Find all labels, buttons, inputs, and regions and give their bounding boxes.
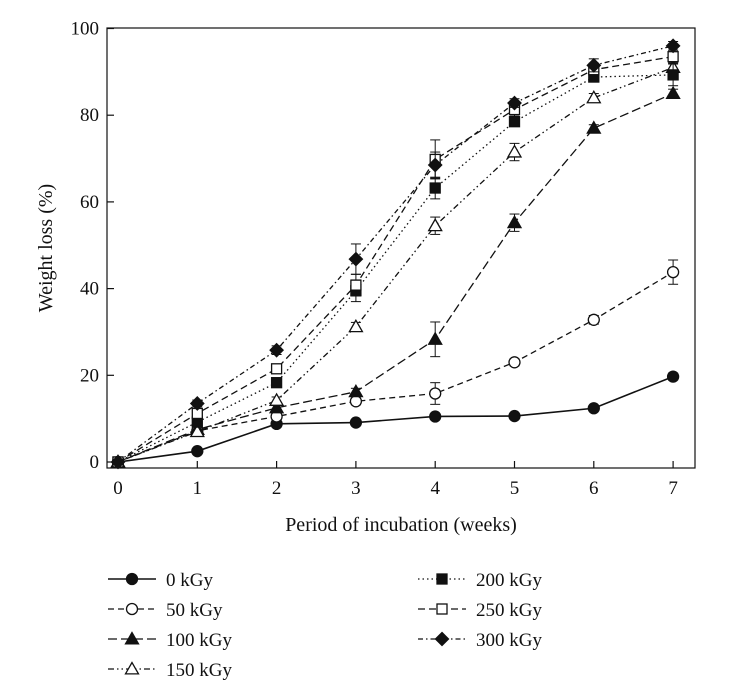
series-300-kgy [110, 38, 681, 470]
data-point [191, 445, 204, 458]
data-point [348, 383, 364, 398]
plot-frame [106, 27, 696, 469]
legend-marker [125, 572, 139, 586]
data-point [665, 85, 681, 100]
data-point [506, 214, 523, 229]
data-point [667, 69, 679, 81]
series-layer [110, 38, 681, 470]
legend-item: 200 kGy [418, 570, 542, 591]
data-point [506, 144, 523, 158]
data-point [427, 331, 443, 345]
legend-item: 0 kGy [108, 570, 213, 591]
data-point [586, 120, 602, 134]
legend-label: 250 kGy [476, 600, 542, 621]
series-line [117, 66, 674, 463]
y-tick-label: 60 [80, 192, 99, 213]
legend-item: 150 kGy [108, 660, 232, 681]
x-tick-label: 5 [510, 478, 520, 499]
y-tick-label: 40 [80, 279, 99, 300]
legend-item: 250 kGy [418, 600, 542, 621]
legend-label: 0 kGy [166, 570, 213, 591]
x-tick-label: 0 [113, 478, 123, 499]
data-point [429, 182, 441, 194]
data-point [508, 356, 521, 369]
y-tick-label: 100 [71, 19, 100, 40]
legend-marker [436, 573, 448, 585]
legend-marker [436, 603, 448, 615]
data-point [427, 157, 443, 173]
legend-item: 100 kGy [108, 630, 232, 651]
legend-marker [124, 631, 140, 645]
y-tick-label: 0 [90, 452, 100, 473]
x-axis-ticks: 0 1 2 3 4 5 6 7 [113, 461, 678, 499]
legend-marker [124, 661, 140, 675]
data-point [429, 387, 442, 400]
data-point [508, 409, 521, 423]
y-tick-label: 20 [80, 365, 99, 386]
legend-label: 100 kGy [166, 630, 232, 651]
data-point [269, 342, 285, 358]
data-point [587, 402, 600, 415]
y-tick-label: 80 [80, 105, 99, 126]
x-tick-label: 3 [351, 478, 361, 499]
legend-label: 200 kGy [476, 570, 542, 591]
data-point [268, 392, 285, 406]
data-point [268, 400, 285, 414]
data-point [666, 370, 680, 383]
legend-label: 300 kGy [476, 630, 542, 651]
data-point [427, 217, 443, 232]
legend-item: 50 kGy [108, 600, 223, 621]
data-point [348, 251, 364, 267]
series-line [117, 45, 674, 463]
legend-item: 300 kGy [418, 630, 542, 651]
legend: 0 kGy 50 kGy 100 kGy 150 kGy 200 kGy 250 kGy 3… [108, 570, 542, 681]
data-point [349, 395, 363, 408]
y-axis-title: Weight loss (%) [35, 184, 57, 312]
data-point [270, 363, 283, 375]
data-point [587, 313, 600, 326]
x-tick-label: 7 [668, 478, 678, 499]
series-line [117, 375, 674, 463]
legend-marker [125, 602, 139, 616]
data-point [507, 95, 522, 111]
data-point [586, 57, 602, 73]
x-axis-title: Period of incubation (weeks) [285, 514, 517, 536]
x-tick-label: 4 [430, 478, 440, 499]
y-axis-ticks: 0 20 40 60 80 100 [71, 19, 114, 473]
data-point [349, 416, 363, 429]
series-line [117, 74, 674, 463]
x-tick-label: 1 [193, 478, 203, 499]
data-point [189, 396, 205, 411]
data-point [665, 38, 681, 54]
data-point [429, 410, 442, 423]
data-point [348, 318, 364, 333]
x-tick-label: 6 [589, 478, 599, 499]
legend-label: 150 kGy [166, 660, 232, 681]
legend-label: 50 kGy [166, 600, 223, 621]
legend-marker [434, 631, 450, 647]
data-point [270, 377, 283, 389]
data-point [508, 116, 521, 128]
x-tick-label: 2 [272, 478, 282, 499]
data-point [666, 265, 680, 279]
data-point [586, 90, 602, 104]
data-point [110, 454, 126, 470]
data-point [189, 423, 205, 438]
data-point [350, 279, 362, 291]
